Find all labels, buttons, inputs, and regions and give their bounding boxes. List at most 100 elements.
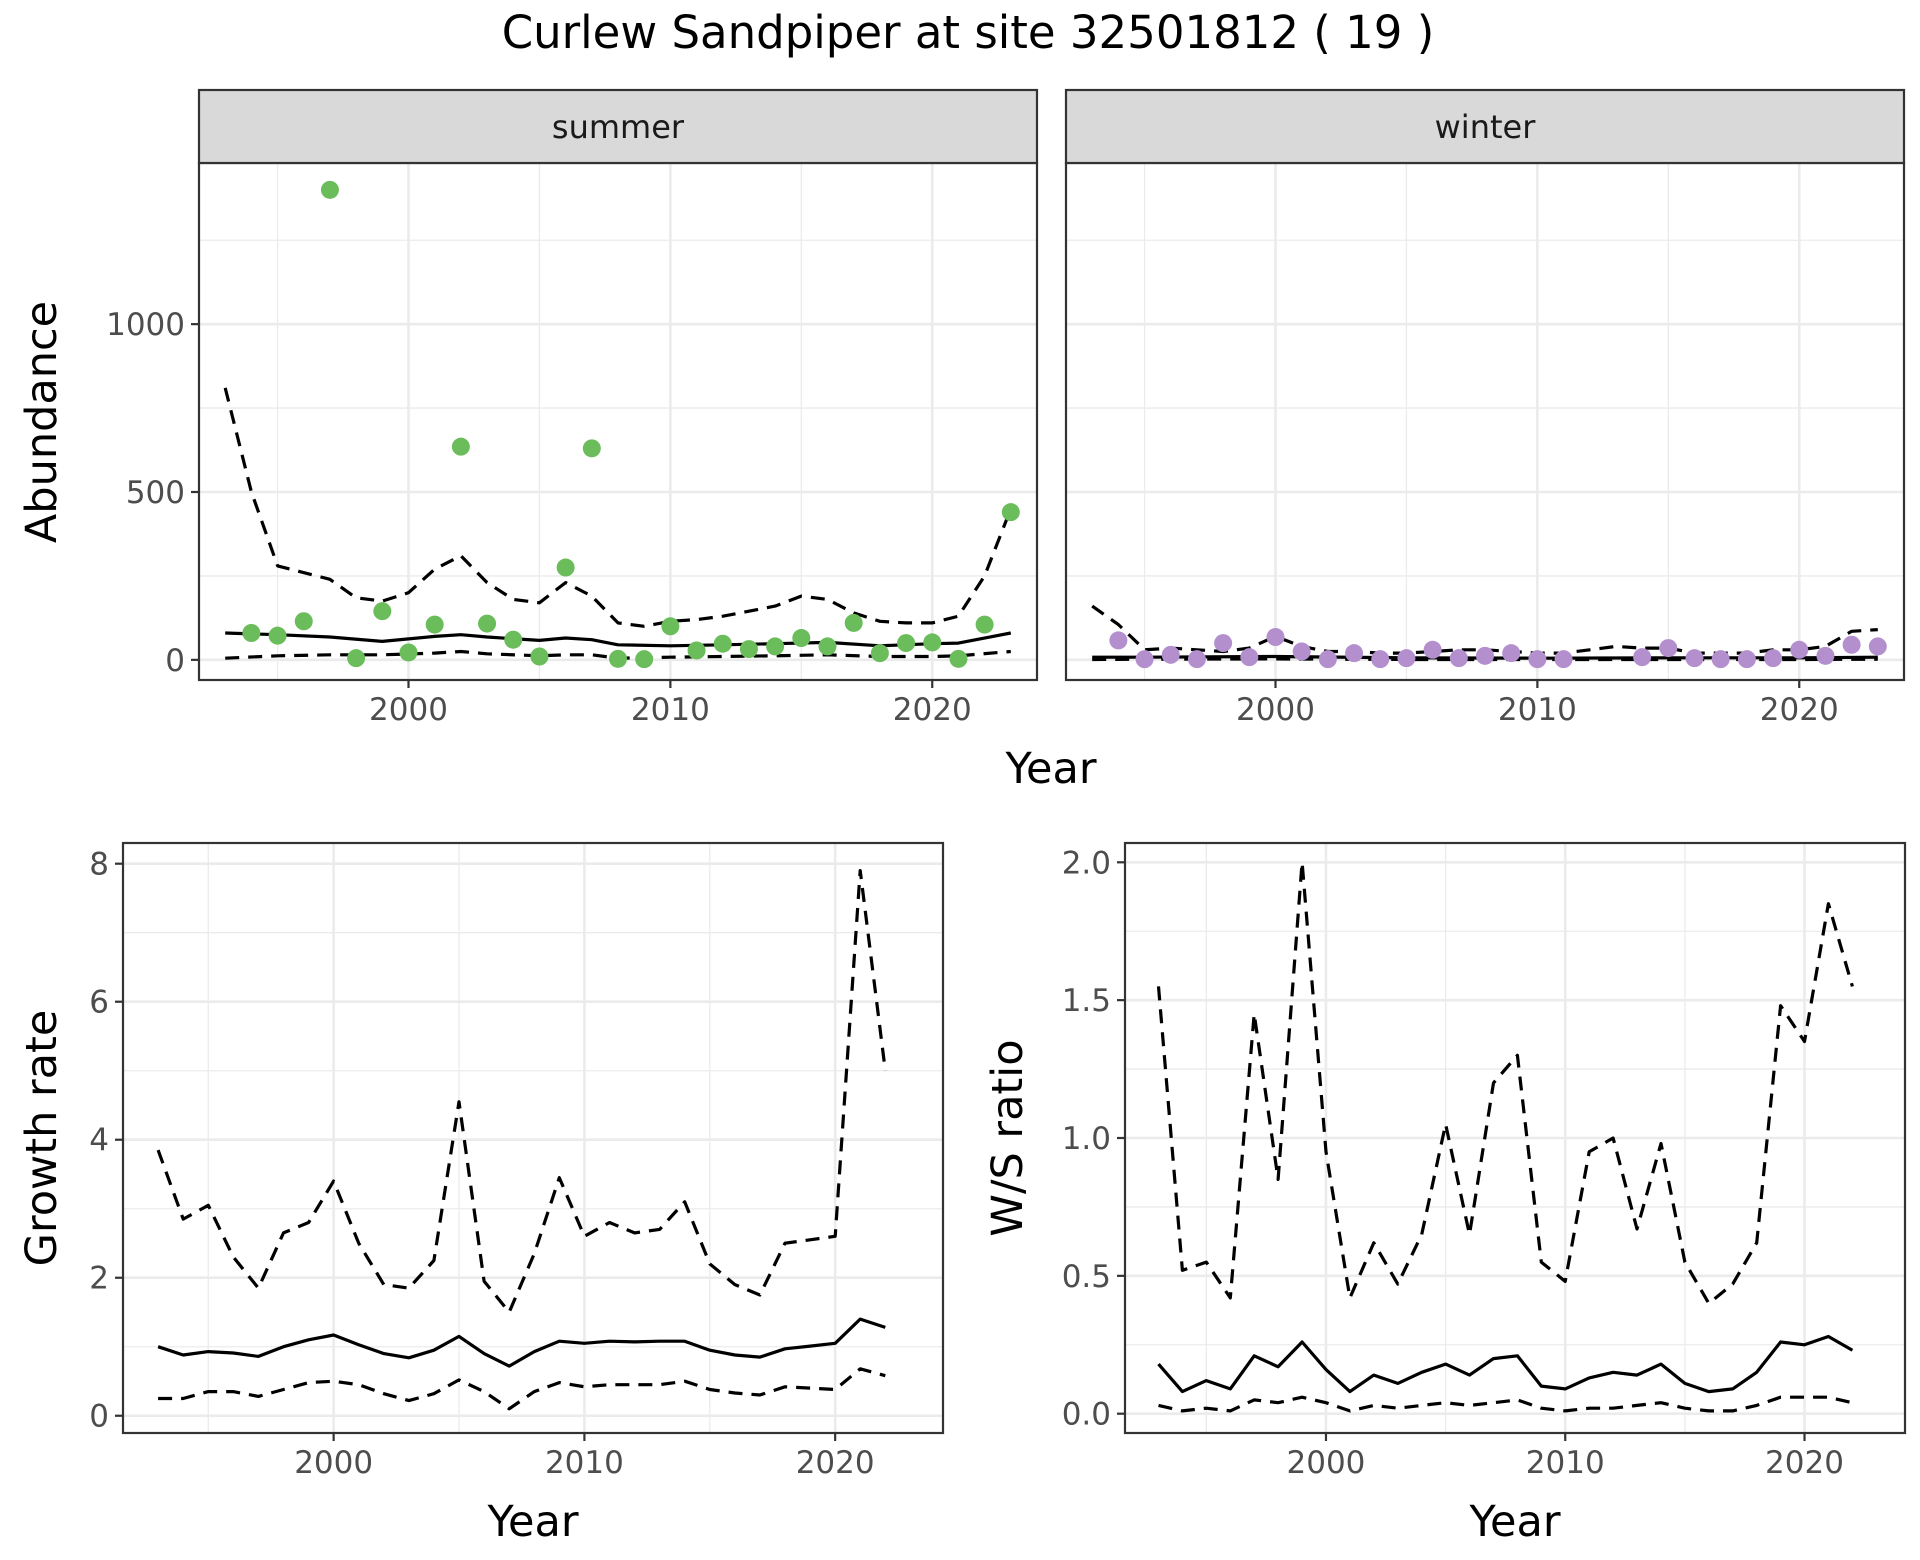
data-point <box>1685 649 1704 668</box>
x-axis-title: Year <box>486 1497 578 1547</box>
data-point <box>1633 648 1652 667</box>
x-tick-label: 2010 <box>545 1445 624 1481</box>
data-point <box>949 649 968 668</box>
data-point <box>1554 650 1573 669</box>
x-tick-label: 2020 <box>1765 1445 1844 1481</box>
y-axis-title: Abundance <box>17 301 67 543</box>
y-tick-label: 0 <box>165 643 185 679</box>
data-point <box>1790 640 1809 659</box>
data-point <box>1816 646 1835 665</box>
y-tick-label: 2 <box>89 1261 109 1297</box>
data-point <box>268 626 287 645</box>
abundance-panel-winter: 2000 2010 2020 winter <box>1064 88 1906 728</box>
data-point <box>530 647 549 666</box>
data-point <box>1528 650 1547 669</box>
data-point <box>451 437 470 456</box>
data-point <box>766 637 785 656</box>
y-tick-label: 8 <box>89 847 109 883</box>
data-point <box>897 634 916 653</box>
fitted-line <box>157 1317 886 1368</box>
y-tick-label: 1.0 <box>1062 1121 1111 1157</box>
data-point <box>1737 650 1756 669</box>
y-tick-label: 4 <box>89 1123 109 1159</box>
data-point <box>1161 645 1180 664</box>
growth-rate-panel: 2000 2010 2020 0 2 4 6 8 <box>89 841 945 1481</box>
data-point <box>556 558 575 577</box>
data-point <box>713 634 732 653</box>
x-tick-label: 2010 <box>1526 1445 1605 1481</box>
x-tick-label: 2010 <box>631 692 710 728</box>
data-point <box>818 637 837 656</box>
data-point <box>373 602 392 621</box>
x-tick-label: 2000 <box>1236 692 1315 728</box>
data-point <box>1449 649 1468 668</box>
data-point <box>1214 634 1233 653</box>
data-point <box>1240 648 1259 667</box>
data-point <box>1711 650 1730 669</box>
data-point <box>1109 631 1128 650</box>
data-point <box>870 644 889 663</box>
data-point <box>504 630 523 649</box>
panel-border <box>121 841 945 1435</box>
data-point <box>975 615 994 634</box>
data-point <box>1135 650 1154 669</box>
x-axis-title: Year <box>1004 744 1096 794</box>
data-point <box>1345 644 1364 663</box>
x-axis-title: Year <box>1468 1497 1560 1547</box>
data-point <box>1659 639 1678 658</box>
x-tick-label: 2020 <box>893 692 972 728</box>
y-tick-label: 1000 <box>106 307 185 343</box>
data-point <box>609 649 627 668</box>
lower-bound-line <box>1158 1395 1853 1413</box>
data-point <box>661 617 680 636</box>
panel-background <box>1066 163 1904 680</box>
data-point <box>792 629 811 648</box>
data-point <box>687 641 706 660</box>
data-point <box>1868 637 1887 656</box>
data-point <box>1001 503 1020 522</box>
x-tick-label: 2010 <box>1498 692 1577 728</box>
y-tick-label: 0 <box>89 1399 109 1435</box>
data-point <box>1371 650 1390 669</box>
fitted-line <box>1157 1334 1854 1394</box>
data-point <box>1476 646 1494 665</box>
data-point <box>844 613 863 632</box>
figure-title: Curlew Sandpiper at site 32501812 ( 19 ) <box>502 6 1435 59</box>
abundance-panel-summer: 2000 2010 2020 0 500 1000 summer <box>106 88 1039 728</box>
y-tick-label: 0.0 <box>1062 1397 1111 1433</box>
data-point <box>320 180 339 199</box>
upper-bound-line <box>1156 860 1854 1306</box>
y-tick-label: 0.5 <box>1062 1259 1111 1295</box>
y-tick-label: 6 <box>89 985 109 1021</box>
y-axis-title: Growth rate <box>17 1010 67 1267</box>
data-point <box>1502 644 1521 663</box>
data-point <box>1318 650 1337 669</box>
x-tick-label: 2000 <box>369 692 448 728</box>
data-point <box>1842 635 1861 654</box>
facet-label: winter <box>1435 108 1537 146</box>
data-point <box>242 624 261 642</box>
x-tick-label: 2000 <box>1287 1445 1366 1481</box>
data-point <box>478 614 497 633</box>
y-axis-title: W/S ratio <box>983 1039 1033 1236</box>
facet-strip <box>1064 88 1906 165</box>
data-point <box>582 439 601 458</box>
data-point <box>635 650 654 669</box>
data-point <box>1292 642 1311 661</box>
facet-label: summer <box>552 108 685 146</box>
x-tick-label: 2000 <box>294 1445 373 1481</box>
facet-strip <box>197 88 1039 165</box>
upper-bound-line <box>223 387 1013 628</box>
data-point <box>1423 640 1442 659</box>
y-tick-label: 1.5 <box>1062 983 1111 1019</box>
data-point <box>739 640 758 659</box>
x-tick-label: 2020 <box>1760 692 1839 728</box>
panel-background <box>199 163 1037 680</box>
data-point <box>294 612 313 631</box>
data-point <box>425 615 444 634</box>
data-point <box>399 643 418 662</box>
panel-border <box>1123 841 1907 1435</box>
panel-background <box>123 843 943 1433</box>
data-point <box>1764 649 1783 668</box>
